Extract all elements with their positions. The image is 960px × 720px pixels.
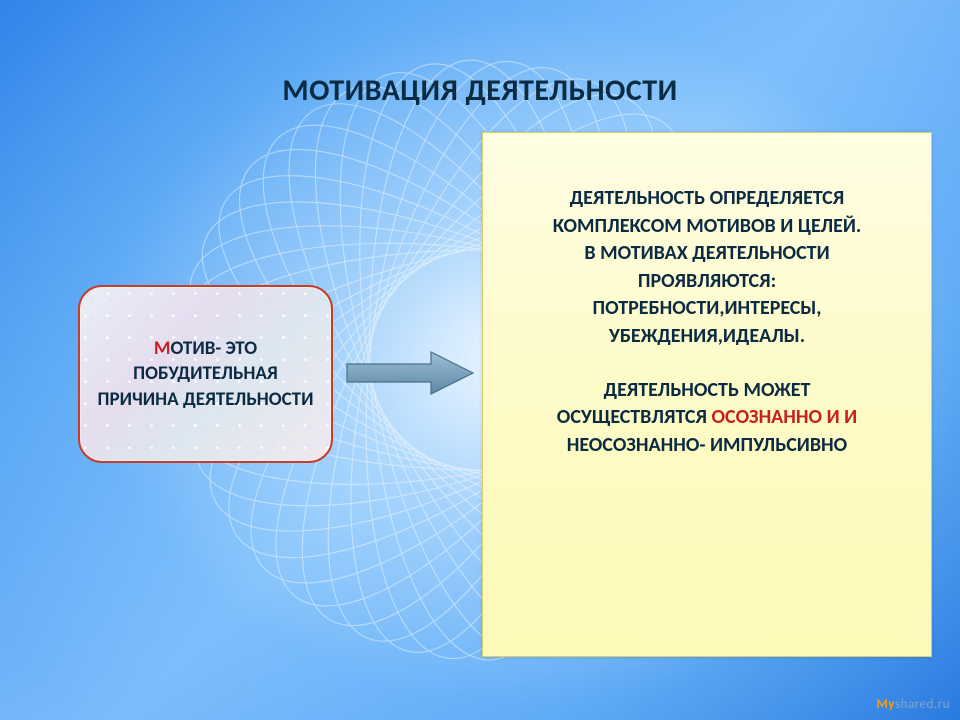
slide-stage: МОТИВАЦИЯ ДЕЯТЕЛЬНОСТИ МОТИВ- ЭТО ПОБУДИ… (0, 0, 960, 720)
b1-line: В МОТИВАХ ДЕЯТЕЛЬНОСТИ (553, 240, 861, 268)
block-2: ДЕЯТЕЛЬНОСТЬ МОЖЕТ ОСУЩЕСТВЛЯТСЯ ОСОЗНАН… (555, 377, 859, 460)
activity-description-box: ДЕЯТЕЛЬНОСТЬ ОПРЕДЕЛЯЕТСЯ КОМПЛЕКСОМ МОТ… (482, 132, 932, 657)
motive-definition-box: МОТИВ- ЭТО ПОБУДИТЕЛЬНАЯ ПРИЧИНА ДЕЯТЕЛЬ… (78, 285, 333, 463)
b1-line: КОМПЛЕКСОМ МОТИВОВ И ЦЕЛЕЙ. (553, 213, 861, 241)
motive-label-red-initial: М (154, 337, 171, 360)
b1-highlight: УБЕЖДЕНИЯ,ИДЕАЛЫ. (553, 323, 861, 351)
b2-line: ДЕЯТЕЛЬНОСТЬ МОЖЕТ (557, 377, 857, 405)
watermark: Myshared.ru (877, 697, 950, 712)
b2-red: НЕОСОЗНАННО- ИМПУЛЬСИВНО (557, 432, 857, 460)
watermark-brand: My (877, 697, 896, 712)
b2-line-mixed: ОСУЩЕСТВЛЯТСЯ ОСОЗНАННО И И (557, 404, 857, 432)
motive-definition-label: МОТИВ- ЭТО ПОБУДИТЕЛЬНАЯ ПРИЧИНА ДЕЯТЕЛЬ… (94, 336, 317, 413)
motive-label-rest: ОТИВ- ЭТО ПОБУДИТЕЛЬНАЯ ПРИЧИНА ДЕЯТЕЛЬН… (98, 337, 314, 411)
b2-red: ОСОЗНАННО И И (711, 405, 857, 429)
b1-highlight: ПОТРЕБНОСТИ,ИНТЕРЕСЫ, (553, 295, 861, 323)
arrow-right-icon (345, 350, 475, 396)
b1-line: ПРОЯВЛЯЮТСЯ: (553, 268, 861, 296)
watermark-rest: shared.ru (895, 697, 950, 712)
b1-line: ДЕЯТЕЛЬНОСТЬ ОПРЕДЕЛЯЕТСЯ (553, 185, 861, 213)
b2-plain: ОСУЩЕСТВЛЯТСЯ (557, 405, 712, 429)
slide-title: МОТИВАЦИЯ ДЕЯТЕЛЬНОСТИ (0, 72, 960, 109)
block-1: ДЕЯТЕЛЬНОСТЬ ОПРЕДЕЛЯЕТСЯ КОМПЛЕКСОМ МОТ… (551, 185, 863, 351)
